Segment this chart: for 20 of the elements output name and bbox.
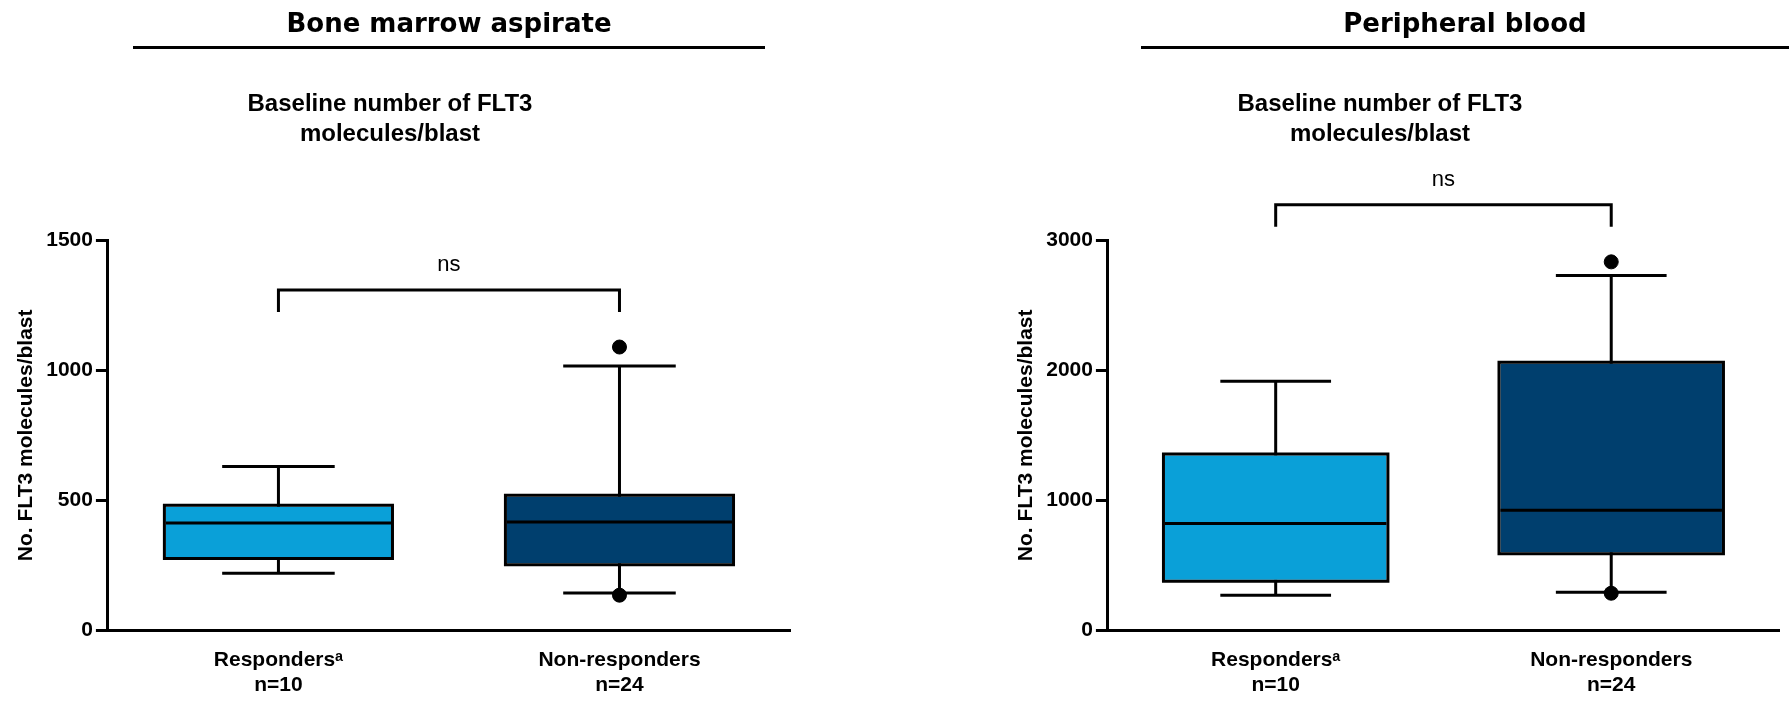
y-tick-label: 2000	[1046, 357, 1093, 380]
chart-subtitle: Baseline number of FLT3 molecules/blast	[246, 88, 534, 148]
chart-subtitle: Baseline number of FLT3 molecules/blast	[1236, 88, 1524, 148]
y-axis-title: No. FLT3 molecules/blast	[1013, 309, 1037, 562]
y-tick-label: 1000	[1046, 487, 1093, 511]
annotation: ns	[437, 251, 461, 277]
chart-title: Bone marrow aspirate	[133, 8, 765, 49]
y-tick-label: 0	[1081, 617, 1093, 641]
y-axis-title: No. FLT3 molecules/blast	[13, 309, 37, 562]
y-tick-label: 500	[57, 487, 93, 511]
y-tick-label: 3000	[1046, 226, 1093, 250]
y-tick-label: 0	[81, 617, 93, 641]
y-tick-label: 1500	[46, 226, 93, 250]
x-tick-label: Non-responders n=24	[538, 647, 701, 696]
x-tick-label: Respondersᵃ n=10	[213, 647, 344, 696]
text: ns	[1431, 165, 1456, 191]
y-tick-label: 1000	[46, 357, 93, 380]
x-tick-label: Non-responders n=24	[1530, 647, 1693, 696]
x-tick-label: Respondersᵃ n=10	[1211, 647, 1341, 696]
chart-title: Peripheral blood	[1141, 8, 1789, 49]
